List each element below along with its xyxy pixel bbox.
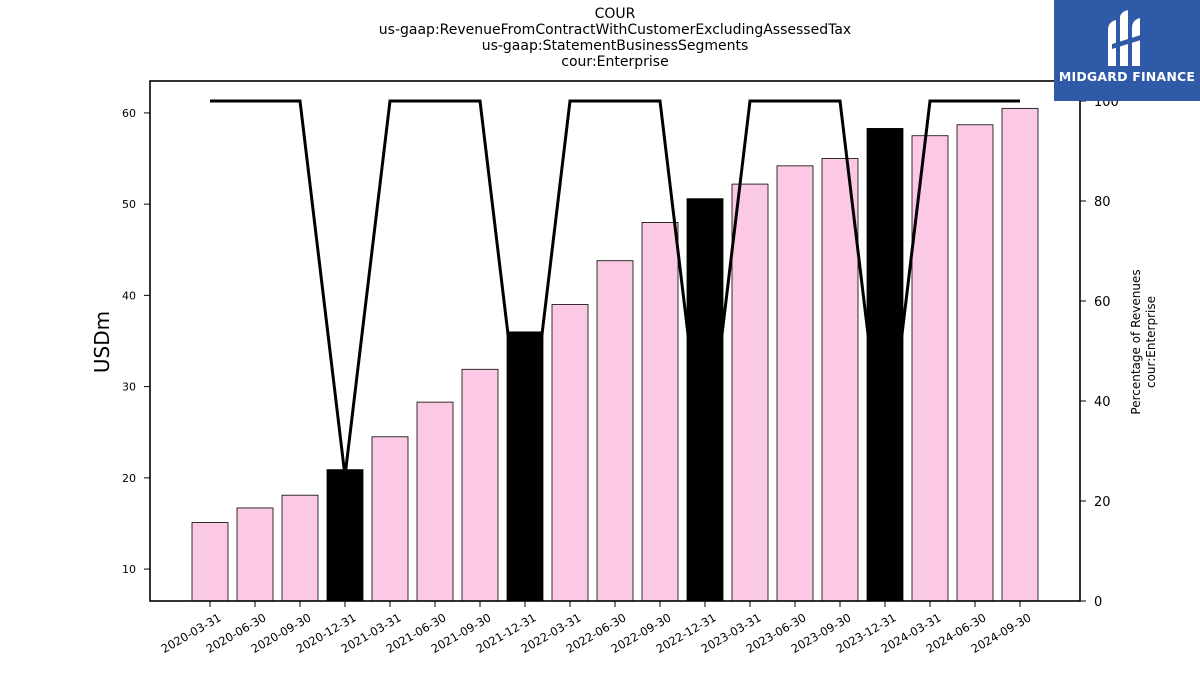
logo-text: MIDGARD FINANCE [1058, 69, 1196, 84]
bar [776, 165, 814, 602]
y2-axis-label: Percentage of Revenues [1129, 269, 1143, 414]
bar [191, 522, 229, 602]
percentage-line [210, 99, 1020, 477]
bar [686, 198, 724, 602]
bar [821, 158, 859, 602]
y2-tick-label: 20 [1094, 495, 1111, 510]
title-concept: us-gaap:RevenueFromContractWithCustomerE… [378, 22, 852, 38]
y-tick-label: 40 [122, 289, 136, 302]
chart-title: COUR us-gaap:RevenueFromContractWithCust… [365, 6, 865, 70]
title-member: cour:Enterprise [561, 54, 669, 70]
y2-tick-label: 40 [1094, 395, 1111, 410]
y-tick-label: 60 [122, 107, 136, 120]
midgard-logo-icon [1108, 10, 1144, 66]
y-tick-label: 30 [122, 381, 136, 394]
title-axis: us-gaap:StatementBusinessSegments [481, 38, 749, 54]
bar [326, 469, 364, 602]
bar [461, 368, 499, 602]
y-tick-label: 20 [122, 472, 136, 485]
y2-tick-label: 80 [1094, 195, 1111, 210]
y-axis-label: USDm [90, 311, 114, 373]
bar [596, 260, 634, 602]
midgard-finance-logo: MIDGARD FINANCE [1054, 0, 1200, 101]
bar [731, 183, 769, 602]
bar [281, 494, 319, 602]
bar [641, 222, 679, 602]
bar [1001, 107, 1039, 602]
y2-tick-label: 60 [1094, 295, 1111, 310]
y2-axis-label-member: cour:Enterprise [1144, 296, 1158, 388]
y-tick-label: 10 [122, 563, 136, 576]
bar [416, 401, 454, 602]
bar [551, 304, 589, 602]
y2-tick-label: 0 [1094, 595, 1102, 610]
bar [236, 507, 274, 602]
y-tick-label: 50 [122, 198, 136, 211]
title-ticker: COUR [594, 6, 636, 22]
bar [956, 124, 994, 602]
bar [371, 436, 409, 602]
